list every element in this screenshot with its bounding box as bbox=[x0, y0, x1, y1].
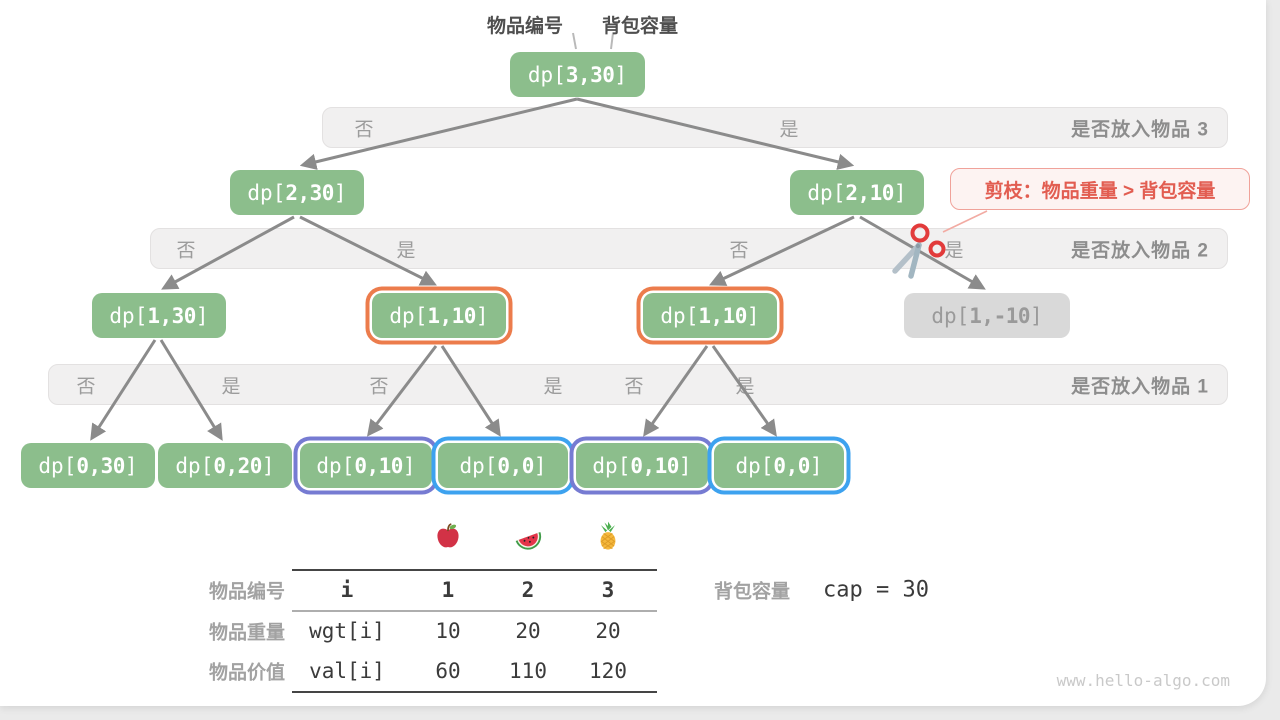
node-text: dp[ bbox=[735, 453, 774, 478]
decision-label: 否 bbox=[624, 376, 644, 397]
dp-node-2-10: dp[2,10] bbox=[790, 170, 924, 215]
node-value: 0,30 bbox=[76, 453, 125, 478]
decision-label: 否 bbox=[729, 240, 749, 261]
node-value: 2,10 bbox=[845, 180, 894, 205]
knapsack-capacity-header-label: 背包容量 bbox=[601, 16, 679, 37]
dp-node-0-10-highlighted: dp[0,10] bbox=[300, 443, 432, 488]
table-cell: 20 bbox=[595, 619, 621, 643]
table-rule-bottom bbox=[292, 691, 657, 693]
node-text: ] bbox=[124, 453, 138, 478]
dp-node-0-30: dp[0,30] bbox=[21, 443, 155, 488]
prune-annotation: 剪枝：物品重量 > 背包容量 bbox=[950, 168, 1250, 210]
banner-title: 是否放入物品 1 bbox=[1071, 376, 1209, 397]
decision-label: 否 bbox=[176, 240, 196, 261]
node-value: 3,30 bbox=[565, 62, 615, 87]
dp-node-1-10-highlighted: dp[1,10] bbox=[372, 293, 506, 338]
capacity-value: cap = 30 bbox=[823, 577, 929, 603]
decision-label: 是 bbox=[396, 240, 416, 261]
dp-node-1-neg10-pruned: dp[1,-10] bbox=[904, 293, 1070, 338]
node-text: dp[ bbox=[459, 453, 498, 478]
node-value: 1,10 bbox=[427, 303, 476, 328]
node-text: dp[ bbox=[38, 453, 77, 478]
figure-canvas: 物品编号 背包容量 否 是 是否放入物品 3 否 是 否 是 是否放入物品 2 … bbox=[0, 0, 1266, 706]
node-text: ] bbox=[195, 303, 209, 328]
dp-node-0-0-highlighted: dp[0,0] bbox=[438, 443, 568, 488]
dp-node-0-0-highlighted: dp[0,0] bbox=[714, 443, 844, 488]
node-text: ] bbox=[475, 303, 489, 328]
item-number-header-label: 物品编号 bbox=[486, 16, 564, 37]
node-value: 0,20 bbox=[213, 453, 262, 478]
node-value: 0,10 bbox=[630, 453, 679, 478]
banner-title: 是否放入物品 3 bbox=[1071, 119, 1209, 140]
table-cell: 3 bbox=[601, 578, 615, 602]
decision-label: 是 bbox=[944, 240, 964, 261]
decision-banner-item-1: 否 是 否 是 否 是 是否放入物品 1 bbox=[48, 364, 1228, 405]
node-text: ] bbox=[893, 180, 907, 205]
table-cell: 120 bbox=[589, 659, 627, 683]
decision-label: 是 bbox=[221, 376, 241, 397]
node-text: dp[ bbox=[807, 180, 846, 205]
node-text: dp[ bbox=[175, 453, 214, 478]
node-value: 1,30 bbox=[147, 303, 196, 328]
node-text: ] bbox=[333, 180, 347, 205]
node-value: 1,10 bbox=[698, 303, 747, 328]
decision-label: 否 bbox=[354, 119, 374, 140]
pineapple-icon bbox=[594, 521, 622, 557]
node-text: ] bbox=[533, 453, 547, 478]
node-text: ] bbox=[402, 453, 416, 478]
dp-node-1-10-highlighted: dp[1,10] bbox=[643, 293, 777, 338]
decision-label: 是 bbox=[779, 119, 799, 140]
table-cell: 2 bbox=[521, 578, 535, 602]
table-cell: val[i] bbox=[309, 659, 385, 683]
node-text: dp[ bbox=[109, 303, 148, 328]
dp-node-1-30: dp[1,30] bbox=[92, 293, 226, 338]
node-text: ] bbox=[809, 453, 823, 478]
decision-label: 否 bbox=[76, 376, 96, 397]
table-cell: 1 bbox=[441, 578, 455, 602]
row-label-item-number: 物品编号 bbox=[208, 581, 285, 603]
node-text: ] bbox=[678, 453, 692, 478]
dp-node-0-10-highlighted: dp[0,10] bbox=[576, 443, 708, 488]
node-text: dp[ bbox=[931, 303, 970, 328]
table-cell: 60 bbox=[435, 659, 461, 683]
table-cell: wgt[i] bbox=[309, 619, 385, 643]
node-value: 0,0 bbox=[497, 453, 534, 478]
decision-banner-item-3: 否 是 是否放入物品 3 bbox=[322, 107, 1228, 148]
apple-icon bbox=[434, 523, 462, 556]
row-label-item-value: 物品价值 bbox=[208, 662, 285, 684]
node-value: 0,10 bbox=[354, 453, 403, 478]
node-value: 1,-10 bbox=[969, 303, 1030, 328]
decision-label: 是 bbox=[543, 376, 563, 397]
watermelon-icon bbox=[513, 522, 543, 557]
node-text: dp[ bbox=[660, 303, 699, 328]
table-cell: 10 bbox=[435, 619, 461, 643]
decision-label: 是 bbox=[735, 376, 755, 397]
node-text: ] bbox=[614, 62, 628, 87]
node-text: ] bbox=[1030, 303, 1043, 328]
node-value: 2,30 bbox=[285, 180, 334, 205]
decision-banner-item-2: 否 是 否 是 是否放入物品 2 bbox=[150, 228, 1228, 269]
table-rule-middle bbox=[292, 610, 657, 612]
dp-node-3-30: dp[3,30] bbox=[510, 52, 645, 97]
node-text: dp[ bbox=[592, 453, 631, 478]
dp-node-0-20: dp[0,20] bbox=[158, 443, 292, 488]
node-text: dp[ bbox=[389, 303, 428, 328]
capacity-label: 背包容量 bbox=[713, 581, 790, 603]
table-cell: 110 bbox=[509, 659, 547, 683]
table-cell: i bbox=[340, 578, 354, 602]
row-label-item-weight: 物品重量 bbox=[208, 622, 285, 644]
node-text: dp[ bbox=[316, 453, 355, 478]
pointer-line-item-no bbox=[572, 32, 577, 50]
node-text: ] bbox=[261, 453, 275, 478]
node-value: 0,0 bbox=[773, 453, 810, 478]
node-text: ] bbox=[746, 303, 760, 328]
table-rule-top bbox=[292, 569, 657, 571]
node-text: dp[ bbox=[247, 180, 286, 205]
node-text: dp[ bbox=[527, 62, 566, 87]
decision-label: 否 bbox=[369, 376, 389, 397]
banner-title: 是否放入物品 2 bbox=[1071, 240, 1209, 261]
watermark: www.hello-algo.com bbox=[1056, 671, 1230, 690]
table-cell: 20 bbox=[515, 619, 541, 643]
dp-node-2-30: dp[2,30] bbox=[230, 170, 364, 215]
